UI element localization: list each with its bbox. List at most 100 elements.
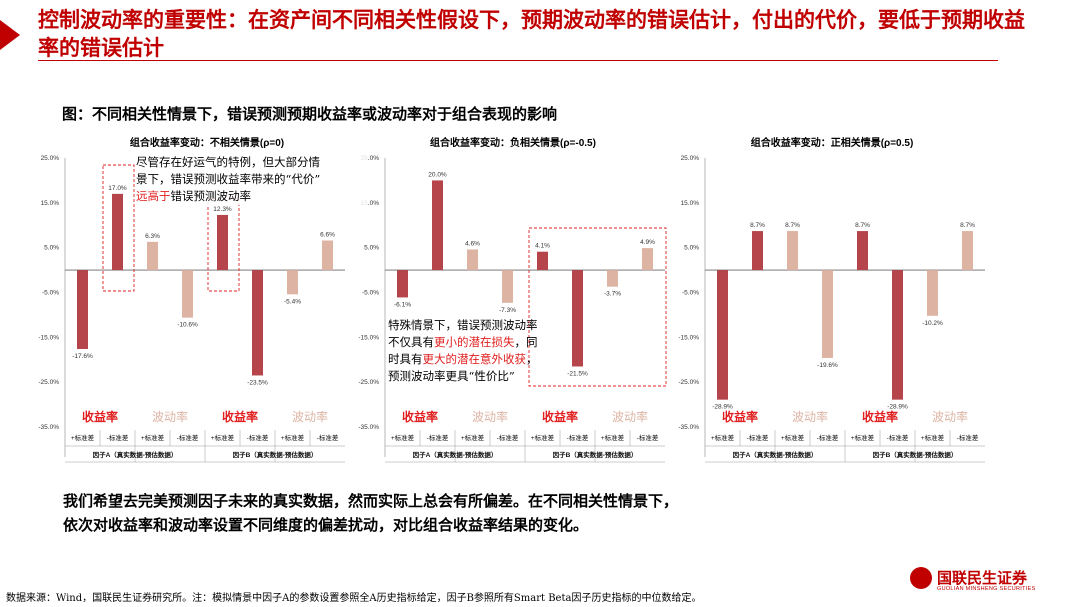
annotation-middle-highlight-2: 更大的潜在意外收获 xyxy=(422,352,527,366)
chart2-bar xyxy=(642,248,653,271)
chart1-ytick: -35.0% xyxy=(38,424,59,431)
chart3-bar xyxy=(892,270,903,400)
chart3-ytick: -35.0% xyxy=(678,424,699,431)
chart3-data-label: -28.9% xyxy=(887,404,908,411)
chart1-bar xyxy=(182,270,193,318)
chart2-ytick: -5.0% xyxy=(362,290,379,297)
chart1-data-label: -10.6% xyxy=(177,322,198,329)
chart3-bar xyxy=(927,270,938,316)
chart2-data-label: -21.5% xyxy=(567,370,588,377)
chart3-category-label: -标准差 xyxy=(747,433,769,442)
chart2-subgroup-label: 收益率 xyxy=(542,409,578,424)
chart3-category-label: +标准差 xyxy=(711,433,735,442)
chart1-title: 组合收益率变动：不相关情景(ρ=0) xyxy=(130,136,284,149)
chart3-ytick: -15.0% xyxy=(678,334,699,341)
chart1-data-label: -17.6% xyxy=(72,353,93,360)
annotation-left-line1: 尽管存在好运气的特例，但大部分情 xyxy=(136,155,320,169)
annotation-middle: 特殊情景下，错误预测波动率 不仅具有更小的潜在损失，同 时具有更大的潜在意外收获… xyxy=(388,317,588,385)
chart1-category-label: -标准差 xyxy=(107,433,129,442)
chart3-ytick: 25.0% xyxy=(681,155,700,162)
chart1-category-label: -标准差 xyxy=(177,433,199,442)
chart2-category-label: -标准差 xyxy=(637,433,659,442)
figure-caption: 图：不同相关性情景下，错误预测预期收益率或波动率对于组合表现的影响 xyxy=(62,105,558,123)
annotation-left-line3-rest: 错误预测波动率 xyxy=(170,189,252,203)
chart1-ytick: -5.0% xyxy=(42,290,59,297)
chart2-ytick: -25.0% xyxy=(358,379,379,386)
chart3-category-label: +标准差 xyxy=(851,433,875,442)
chart2-group-label: 因子B（真实数据-预估数据） xyxy=(553,450,638,459)
title-divider xyxy=(38,60,998,61)
chart3-category-label: +标准差 xyxy=(921,433,945,442)
chart2-category-label: -标准差 xyxy=(567,433,589,442)
chart1-subgroup-label: 波动率 xyxy=(152,409,188,424)
annotation-middle-line3-pre: 时具有 xyxy=(388,352,423,366)
chart2-bar xyxy=(502,270,513,303)
chart1-group-label: 因子A（真实数据-预估数据） xyxy=(93,450,178,459)
annotation-middle-line2-post: ，同 xyxy=(514,335,538,349)
chart2-ytick: -35.0% xyxy=(358,424,379,431)
chart3-ytick: -5.0% xyxy=(682,290,699,297)
body-text-line2: 依次对收益率和波动率设置不同维度的偏差扰动，对比组合收益率结果的变化。 xyxy=(63,516,589,534)
chart3-category-label: -标准差 xyxy=(817,433,839,442)
annotation-middle-highlight-1: 更小的潜在损失 xyxy=(434,335,515,349)
chart3-bar xyxy=(962,231,973,271)
chart3-bar xyxy=(787,231,798,271)
chart3-ytick: 5.0% xyxy=(684,245,699,252)
chart1-category-label: +标准差 xyxy=(281,433,305,442)
chart1-ytick: -15.0% xyxy=(38,334,59,341)
annotation-middle-line3: 时具有更大的潜在意外收获， xyxy=(388,351,588,368)
chart1-bar xyxy=(147,241,158,271)
chart3-data-label: 8.7% xyxy=(855,222,870,229)
annotation-middle-line1: 特殊情景下，错误预测波动率 xyxy=(388,318,538,332)
chart1-bar xyxy=(217,214,228,271)
chart2-subgroup-label: 收益率 xyxy=(402,409,438,424)
chart3-category-label: +标准差 xyxy=(781,433,805,442)
chart2-ytick: 5.0% xyxy=(364,245,379,252)
chart1-category-label: +标准差 xyxy=(211,433,235,442)
chart1-data-label: 17.0% xyxy=(108,185,127,192)
chart1-subgroup-label: 波动率 xyxy=(292,409,328,424)
chart2-data-label: 4.1% xyxy=(535,243,550,250)
logo-mark-icon xyxy=(910,567,932,589)
chart2-group-label: 因子A（真实数据-预估数据） xyxy=(413,450,498,459)
chart2-bar xyxy=(572,270,583,367)
annotation-left-line3: 远高于错误预测波动率 xyxy=(136,188,368,205)
highlight-box-chart2 xyxy=(528,227,667,387)
annotation-middle-line4: 预测波动率更具“性价比” xyxy=(388,369,515,383)
logo-subtext: GUOLIAN MINSHENG SECURITIES xyxy=(937,586,1036,592)
chart2-data-label: 4.9% xyxy=(640,239,655,246)
chart1-data-label: 6.6% xyxy=(320,231,335,238)
chart2-bar xyxy=(397,270,408,298)
annotation-middle-line2: 不仅具有更小的潜在损失，同 xyxy=(388,334,588,351)
chart3-subgroup-label: 收益率 xyxy=(862,409,898,424)
chart1-data-label: -5.4% xyxy=(284,298,301,305)
annotation-left: 尽管存在好运气的特例，但大部分情 景下，错误预测收益率带来的“代价” 远高于错误… xyxy=(136,154,368,205)
chart3-ytick: 15.0% xyxy=(681,200,700,207)
chart2-ytick: 15.0% xyxy=(361,200,380,207)
chart3-category-label: -标准差 xyxy=(887,433,909,442)
chart2-data-label: 20.0% xyxy=(428,171,447,178)
chart3-bar xyxy=(717,270,728,400)
chart2-category-label: +标准差 xyxy=(461,433,485,442)
chart2-category-label: -标准差 xyxy=(497,433,519,442)
chart3-bar xyxy=(822,270,833,358)
logo-text: 国联民生证券 xyxy=(937,569,1028,587)
chart1-bar xyxy=(112,193,123,271)
chart3-data-label: 8.7% xyxy=(960,222,975,229)
chart3-data-label: -10.2% xyxy=(922,320,943,327)
chart1-subgroup-label: 收益率 xyxy=(222,409,258,424)
chart2-ytick: 25.0% xyxy=(361,155,380,162)
chart1-ytick: -25.0% xyxy=(38,379,59,386)
annotation-middle-line2-pre: 不仅具有 xyxy=(388,335,434,349)
chart2-title: 组合收益率变动：负相关情景(ρ=-0.5) xyxy=(430,136,596,149)
annotation-left-highlight: 远高于 xyxy=(136,189,171,203)
chart3-bar xyxy=(752,231,763,271)
chart1-bar xyxy=(252,270,263,376)
chart3-data-label: 8.7% xyxy=(750,222,765,229)
chart1-data-label: -23.5% xyxy=(247,379,268,386)
chart1-category-label: -标准差 xyxy=(317,433,339,442)
chart2-bar xyxy=(537,251,548,271)
chart3-ytick: -25.0% xyxy=(678,379,699,386)
annotation-left-line2: 景下，错误预测收益率带来的“代价” xyxy=(136,172,321,186)
chart3-title: 组合收益率变动：正相关情景(ρ=0.5) xyxy=(751,136,914,149)
